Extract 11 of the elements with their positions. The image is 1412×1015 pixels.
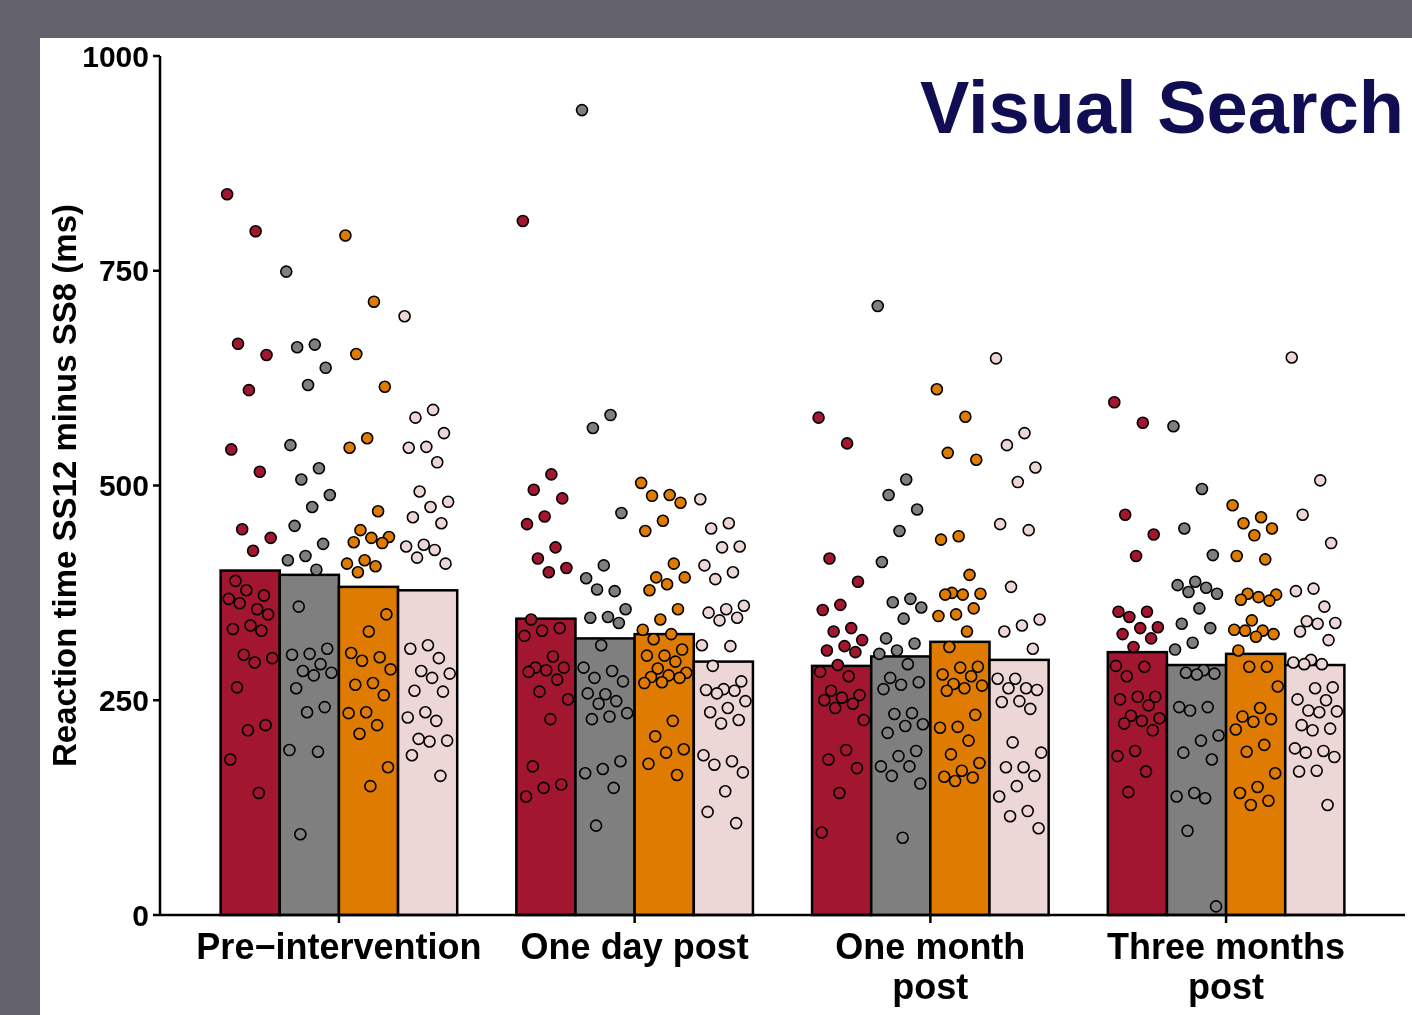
x-tick-label: Pre−intervention [196, 926, 482, 967]
y-axis-title: Reaction time SS12 minus SS8 (ms) [45, 203, 83, 768]
y-tick-label: 1000 [82, 39, 149, 73]
y-tick-label: 250 [98, 683, 149, 717]
x-tick-label: One month post [835, 926, 1026, 1007]
chart-title: Visual Search [919, 66, 1404, 149]
y-tick-label: 750 [98, 254, 149, 288]
y-tick-label: 500 [98, 469, 149, 502]
x-tick-label: Three months post [1107, 926, 1346, 1007]
y-tick-label: 0 [132, 898, 149, 932]
x-tick-label: One day post [520, 926, 749, 967]
